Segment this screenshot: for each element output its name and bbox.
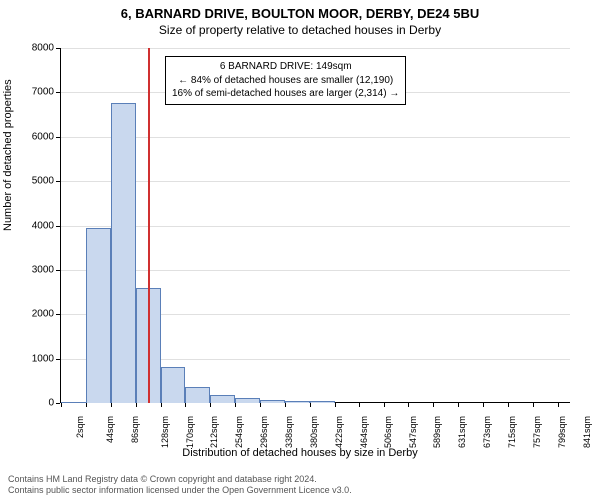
x-tick-label: 86sqm [130, 416, 140, 443]
x-tick-mark [558, 403, 559, 407]
x-tick-mark [310, 403, 311, 407]
y-tick-mark [56, 48, 60, 49]
histogram-bar [111, 103, 136, 403]
x-tick-mark [508, 403, 509, 407]
y-tick-mark [56, 181, 60, 182]
x-tick-mark [285, 403, 286, 407]
x-tick-mark [359, 403, 360, 407]
histogram-bar [61, 402, 86, 403]
x-tick-mark [235, 403, 236, 407]
y-tick-label: 4000 [14, 220, 54, 231]
x-tick-label: 715sqm [507, 416, 517, 448]
x-tick-label: 799sqm [557, 416, 567, 448]
footer-attribution: Contains HM Land Registry data © Crown c… [8, 474, 352, 497]
y-tick-mark [56, 92, 60, 93]
x-tick-label: 673sqm [482, 416, 492, 448]
y-axis-label: Number of detached properties [2, 79, 14, 231]
x-tick-mark [533, 403, 534, 407]
x-tick-mark [458, 403, 459, 407]
x-tick-mark [335, 403, 336, 407]
x-tick-label: 170sqm [185, 416, 195, 448]
annotation-line-2: ← 84% of detached houses are smaller (12… [172, 74, 399, 88]
x-tick-label: 128sqm [160, 416, 170, 448]
plot-area: 6 BARNARD DRIVE: 149sqm← 84% of detached… [60, 48, 570, 403]
x-tick-label: 380sqm [309, 416, 319, 448]
y-tick-label: 0 [14, 398, 54, 409]
x-tick-label: 44sqm [105, 416, 115, 443]
x-tick-label: 631sqm [457, 416, 467, 448]
histogram-bar [161, 367, 186, 403]
histogram-bar [210, 395, 235, 403]
y-tick-mark [56, 403, 60, 404]
grid-line [60, 270, 570, 271]
x-tick-mark [260, 403, 261, 407]
histogram-bar [310, 401, 335, 403]
x-tick-mark [86, 403, 87, 407]
histogram-bar [285, 401, 310, 403]
x-tick-label: 212sqm [209, 416, 219, 448]
x-tick-label: 296sqm [259, 416, 269, 448]
x-tick-label: 338sqm [284, 416, 294, 448]
y-tick-label: 3000 [14, 264, 54, 275]
x-tick-label: 757sqm [532, 416, 542, 448]
x-tick-mark [384, 403, 385, 407]
x-tick-mark [210, 403, 211, 407]
y-tick-label: 6000 [14, 131, 54, 142]
y-tick-label: 1000 [14, 353, 54, 364]
x-tick-mark [483, 403, 484, 407]
y-tick-mark [56, 270, 60, 271]
y-tick-label: 8000 [14, 43, 54, 54]
x-tick-label: 254sqm [234, 416, 244, 448]
chart-container: 6, BARNARD DRIVE, BOULTON MOOR, DERBY, D… [0, 0, 600, 500]
footer-line-2: Contains public sector information licen… [8, 485, 352, 496]
annotation-line-3: 16% of semi-detached houses are larger (… [172, 87, 399, 101]
x-tick-label: 422sqm [334, 416, 344, 448]
x-tick-mark [433, 403, 434, 407]
histogram-bar [235, 398, 260, 403]
marker-line [148, 48, 150, 403]
x-tick-label: 841sqm [582, 416, 592, 448]
chart-subtitle: Size of property relative to detached ho… [0, 21, 600, 37]
histogram-bar [86, 228, 111, 403]
grid-line [60, 137, 570, 138]
x-tick-label: 547sqm [408, 416, 418, 448]
x-tick-label: 506sqm [383, 416, 393, 448]
y-tick-mark [56, 359, 60, 360]
y-tick-label: 5000 [14, 176, 54, 187]
grid-line [60, 48, 570, 49]
annotation-box: 6 BARNARD DRIVE: 149sqm← 84% of detached… [165, 56, 406, 105]
x-tick-label: 589sqm [433, 416, 443, 448]
y-tick-label: 2000 [14, 309, 54, 320]
x-tick-label: 464sqm [359, 416, 369, 448]
x-tick-mark [161, 403, 162, 407]
y-tick-label: 7000 [14, 87, 54, 98]
grid-line [60, 226, 570, 227]
y-tick-mark [56, 137, 60, 138]
x-tick-mark [136, 403, 137, 407]
x-tick-mark [61, 403, 62, 407]
x-tick-mark [185, 403, 186, 407]
x-tick-mark [111, 403, 112, 407]
x-axis-label: Distribution of detached houses by size … [0, 447, 600, 459]
x-tick-mark [408, 403, 409, 407]
histogram-bar [185, 387, 210, 403]
y-tick-mark [56, 314, 60, 315]
grid-line [60, 181, 570, 182]
chart-title: 6, BARNARD DRIVE, BOULTON MOOR, DERBY, D… [0, 0, 600, 21]
footer-line-1: Contains HM Land Registry data © Crown c… [8, 474, 352, 485]
y-tick-mark [56, 226, 60, 227]
annotation-line-1: 6 BARNARD DRIVE: 149sqm [172, 60, 399, 74]
x-tick-label: 2sqm [75, 416, 85, 438]
histogram-bar [260, 400, 285, 403]
